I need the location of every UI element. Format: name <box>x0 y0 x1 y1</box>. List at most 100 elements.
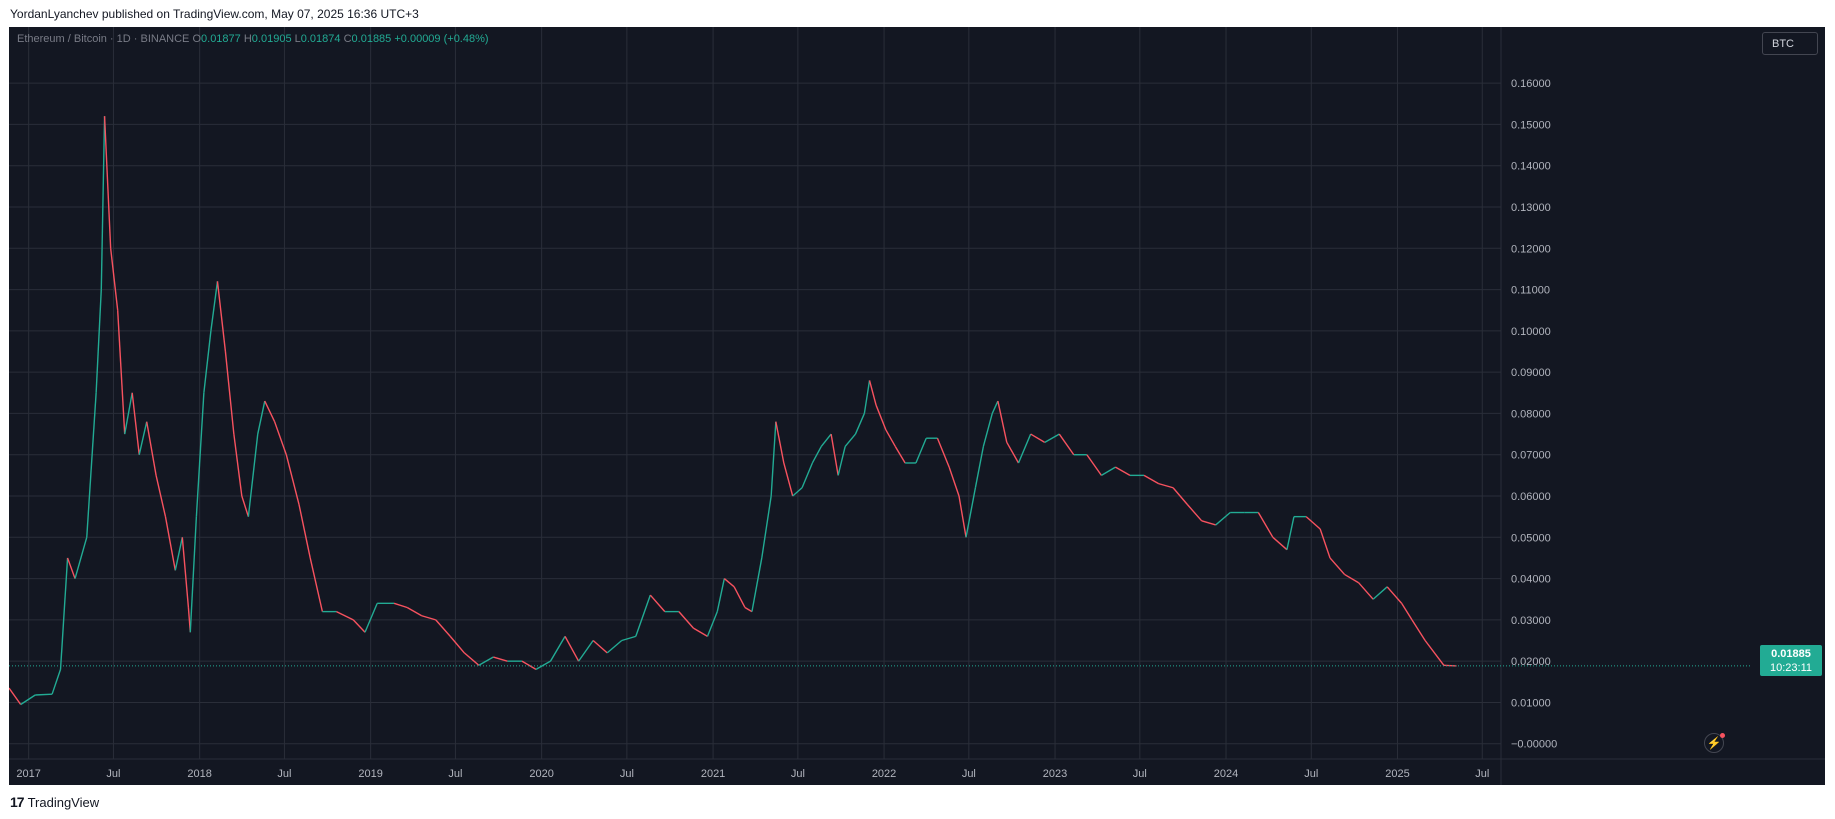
brand-name[interactable]: TradingView <box>27 794 100 810</box>
x-tick-label: Jul <box>620 768 634 780</box>
x-tick-label: 2017 <box>16 768 40 780</box>
series-segment <box>1201 520 1216 526</box>
series-segment <box>1401 602 1413 621</box>
series-segment <box>203 330 212 393</box>
series-segment <box>493 656 508 662</box>
series-segment <box>406 606 423 617</box>
x-tick-label: 2021 <box>701 768 725 780</box>
chart-pane[interactable]: 0.16000 0.15000 0.14000 0.13000 0.12000 0.110… <box>9 27 1825 785</box>
series-segment <box>621 635 636 642</box>
y-tick-label: 0.13000 <box>1511 202 1551 214</box>
x-tick-label: Jul <box>106 768 120 780</box>
series-segment <box>233 433 243 497</box>
series-segment <box>1006 441 1020 464</box>
series-segment <box>770 421 777 497</box>
series-segment <box>257 400 266 435</box>
x-tick-label: Jul <box>1133 768 1147 780</box>
series-segment <box>1086 454 1102 476</box>
x-tick-label: 2019 <box>358 768 382 780</box>
time-axis: 2017 Jul 2018 Jul 2019 Jul 2020 Jul 2021 Jul 2022 J… <box>16 768 1489 780</box>
high-value: 0.01905 <box>251 33 292 45</box>
series-segment <box>997 400 1008 443</box>
series-segment <box>195 392 205 517</box>
series-segment <box>723 578 735 588</box>
series-segment <box>1172 487 1188 505</box>
series-segment <box>1158 482 1174 489</box>
series-segment <box>1115 466 1131 476</box>
y-tick-label: 0.15000 <box>1511 119 1551 131</box>
series-segment <box>837 446 846 476</box>
chart-svg[interactable]: 0.16000 0.15000 0.14000 0.13000 0.12000 0.110… <box>9 27 1825 785</box>
y-tick-label: 0.04000 <box>1511 574 1551 586</box>
series-segment <box>751 557 763 612</box>
last-price-value: 0.01885 <box>1771 648 1811 660</box>
series-segment <box>820 433 832 447</box>
series-segment <box>1286 516 1295 550</box>
series-segment <box>264 400 276 422</box>
high-label: H <box>243 33 252 45</box>
series-segment <box>124 392 133 435</box>
series-segment <box>948 466 960 497</box>
series-segment <box>1305 516 1321 530</box>
series-segment <box>1186 503 1203 522</box>
series-segment <box>1215 511 1231 526</box>
open-label: O <box>192 33 202 45</box>
price-series <box>9 116 1457 706</box>
x-tick-label: Jul <box>448 768 462 780</box>
series-segment <box>138 421 148 455</box>
low-value: 0.01874 <box>300 33 341 45</box>
series-segment <box>915 437 927 464</box>
series-segment <box>285 454 300 505</box>
x-tick-label: 2024 <box>1214 768 1238 780</box>
series-segment <box>1143 474 1159 485</box>
series-segment <box>95 289 102 393</box>
series-segment <box>189 516 198 633</box>
series-segment <box>1030 433 1046 443</box>
tradingview-logo-icon[interactable]: 17 <box>10 794 25 810</box>
low-label: L <box>294 33 301 45</box>
series-segment <box>421 615 436 621</box>
series-segment <box>1272 536 1288 551</box>
series-segment <box>693 627 708 637</box>
series-segment <box>1319 528 1331 559</box>
series-segment <box>868 380 877 406</box>
series-segment <box>844 433 857 447</box>
series-segment <box>1372 586 1388 600</box>
series-segment <box>1424 640 1445 666</box>
change-value: +0.00009 (+0.48%) <box>394 33 489 45</box>
series-segment <box>592 639 608 654</box>
series-segment <box>792 487 803 497</box>
series-segment <box>783 462 794 497</box>
y-tick-label: 0.11000 <box>1511 285 1550 297</box>
series-segment <box>241 495 250 517</box>
series-segment <box>958 495 967 538</box>
series-segment <box>1257 512 1274 538</box>
symbol-title: Ethereum / Bitcoin · 1D · BINANCE <box>17 33 190 45</box>
series-segment <box>1017 433 1032 464</box>
series-segment <box>1044 433 1060 443</box>
lightning-bolt-icon[interactable]: ⚡ <box>1704 733 1725 753</box>
y-tick-label: 0.14000 <box>1511 161 1551 173</box>
open-value: 0.01877 <box>201 33 241 45</box>
series-segment <box>716 578 726 612</box>
series-segment <box>463 652 480 666</box>
series-segment <box>74 537 88 579</box>
close-label: C <box>343 33 352 45</box>
series-segment <box>1443 664 1457 667</box>
series-segment <box>678 611 694 629</box>
series-segment <box>210 281 219 331</box>
series-segment <box>1386 586 1403 604</box>
series-segment <box>364 603 378 633</box>
series-segment <box>885 429 896 447</box>
currency-button[interactable]: BTC <box>1762 32 1818 55</box>
series-segment <box>965 487 977 538</box>
close-value: 0.01885 <box>351 33 392 45</box>
series-segment <box>100 116 106 290</box>
ohlc-legend[interactable]: Ethereum / Bitcoin · 1D · BINANCE O0.018… <box>17 33 489 45</box>
series-segment <box>733 586 746 608</box>
y-tick-label: 0.01000 <box>1511 697 1551 709</box>
y-tick-label: −0.00000 <box>1511 739 1557 751</box>
series-segment <box>1329 557 1346 575</box>
series-segment <box>863 380 871 414</box>
series-segment <box>116 310 126 435</box>
